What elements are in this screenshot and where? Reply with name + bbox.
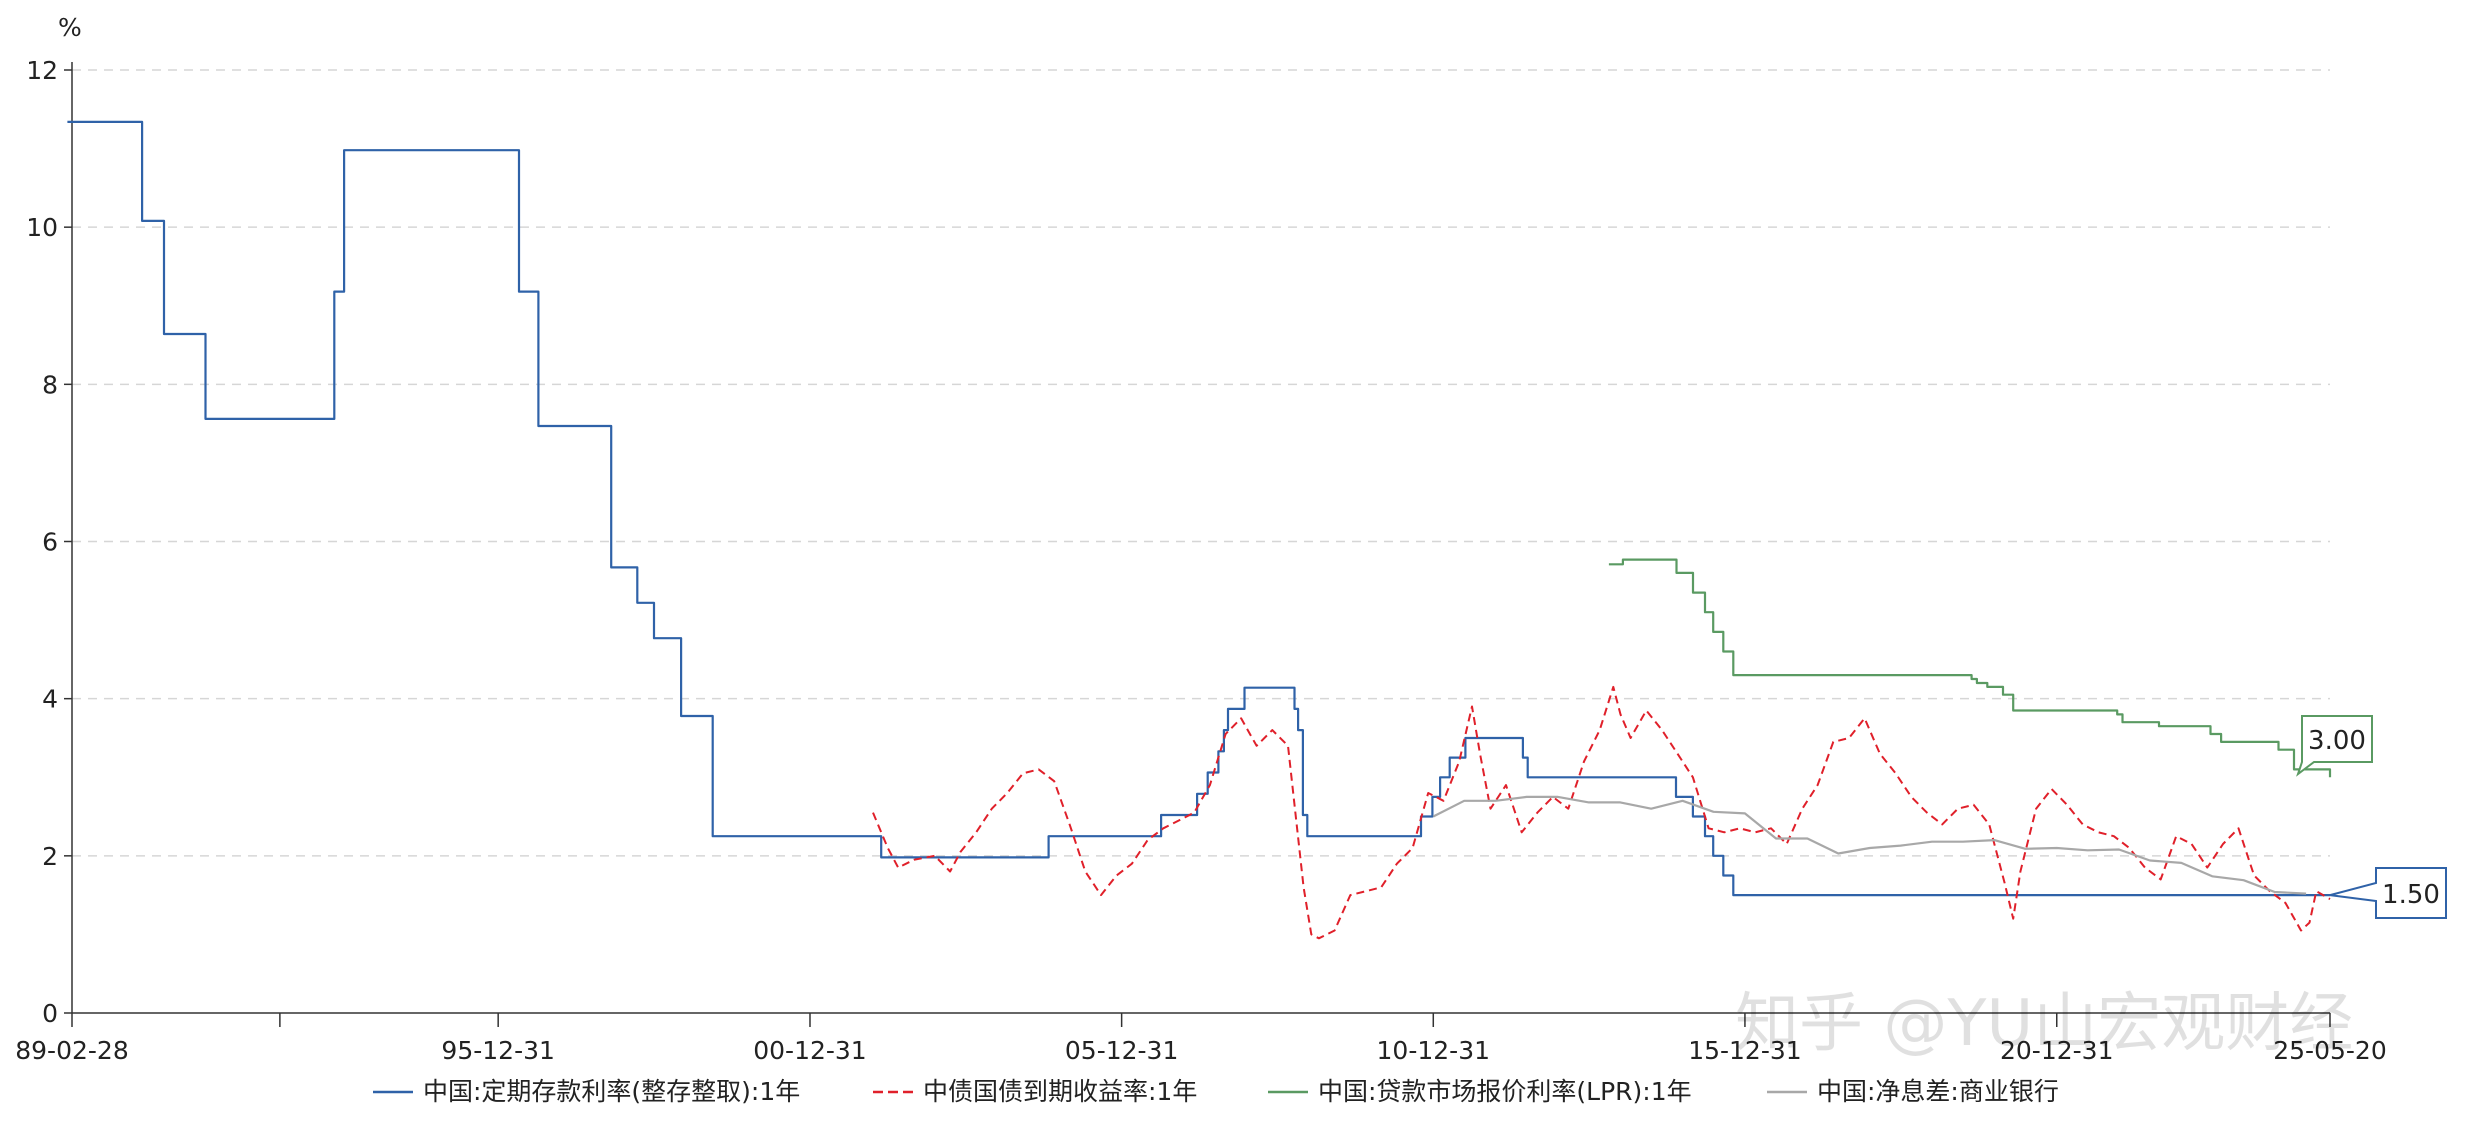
legend-label: 中国:净息差:商业银行	[1817, 1077, 2059, 1106]
legend-item: 中债国债到期收益率:1年	[873, 1077, 1197, 1106]
callout-text: 1.50	[2382, 880, 2440, 910]
watermark-text: 知乎 @YU山宏观财经	[1735, 987, 2353, 1061]
legend-item: 中国:净息差:商业银行	[1767, 1077, 2059, 1106]
grid-lines	[72, 69, 2330, 857]
value-callout: 1.50	[2329, 867, 2447, 919]
callout-box	[2329, 867, 2447, 919]
x-tick-label: 15-12-31	[1688, 1036, 1801, 1065]
y-tick-label: 8	[42, 370, 58, 399]
legend-item: 中国:定期存款利率(整存整取):1年	[373, 1077, 800, 1106]
value-callout: 3.00	[2296, 715, 2373, 777]
callout-text: 3.00	[2308, 726, 2366, 756]
y-tick-label: 10	[26, 213, 58, 242]
y-tick-label: 6	[42, 528, 58, 557]
x-tick-label: 20-12-31	[2000, 1036, 2113, 1065]
series-line-1	[872, 685, 2331, 940]
series-line-2	[1608, 558, 2332, 778]
x-tick-label: 89-02-28	[15, 1036, 128, 1065]
legend-label: 中国:定期存款利率(整存整取):1年	[423, 1077, 800, 1106]
x-tick-label: 10-12-31	[1377, 1036, 1490, 1065]
y-tick-label: 0	[42, 999, 58, 1028]
value-callouts: 3.00 1.50	[2296, 715, 2447, 919]
x-tick-label: 00-12-31	[753, 1036, 866, 1065]
x-tick-label: 05-12-31	[1065, 1036, 1178, 1065]
series-line-0	[67, 120, 2330, 897]
y-tick-label: 2	[42, 842, 58, 871]
series-layer	[67, 120, 2332, 940]
legend: 中国:定期存款利率(整存整取):1年 中债国债到期收益率:1年 中国:贷款市场报价利…	[373, 1077, 2059, 1106]
legend-label: 中国:贷款市场报价利率(LPR):1年	[1318, 1077, 1692, 1106]
y-tick-label: 4	[42, 685, 58, 714]
y-unit-label: %	[58, 13, 82, 42]
y-tick-label: 12	[26, 56, 58, 85]
x-tick-label: 95-12-31	[441, 1036, 554, 1065]
legend-item: 中国:贷款市场报价利率(LPR):1年	[1268, 1077, 1692, 1106]
series-line-3	[1432, 795, 2307, 895]
callout-box	[2296, 715, 2373, 777]
axes: 0 2 4 6 8 10 12% 89-02-28 95-12-31 00-12-31 05-12-…	[15, 13, 2386, 1065]
legend-label: 中债国债到期收益率:1年	[923, 1077, 1197, 1106]
x-tick-label: 25-05-20	[2273, 1036, 2386, 1065]
